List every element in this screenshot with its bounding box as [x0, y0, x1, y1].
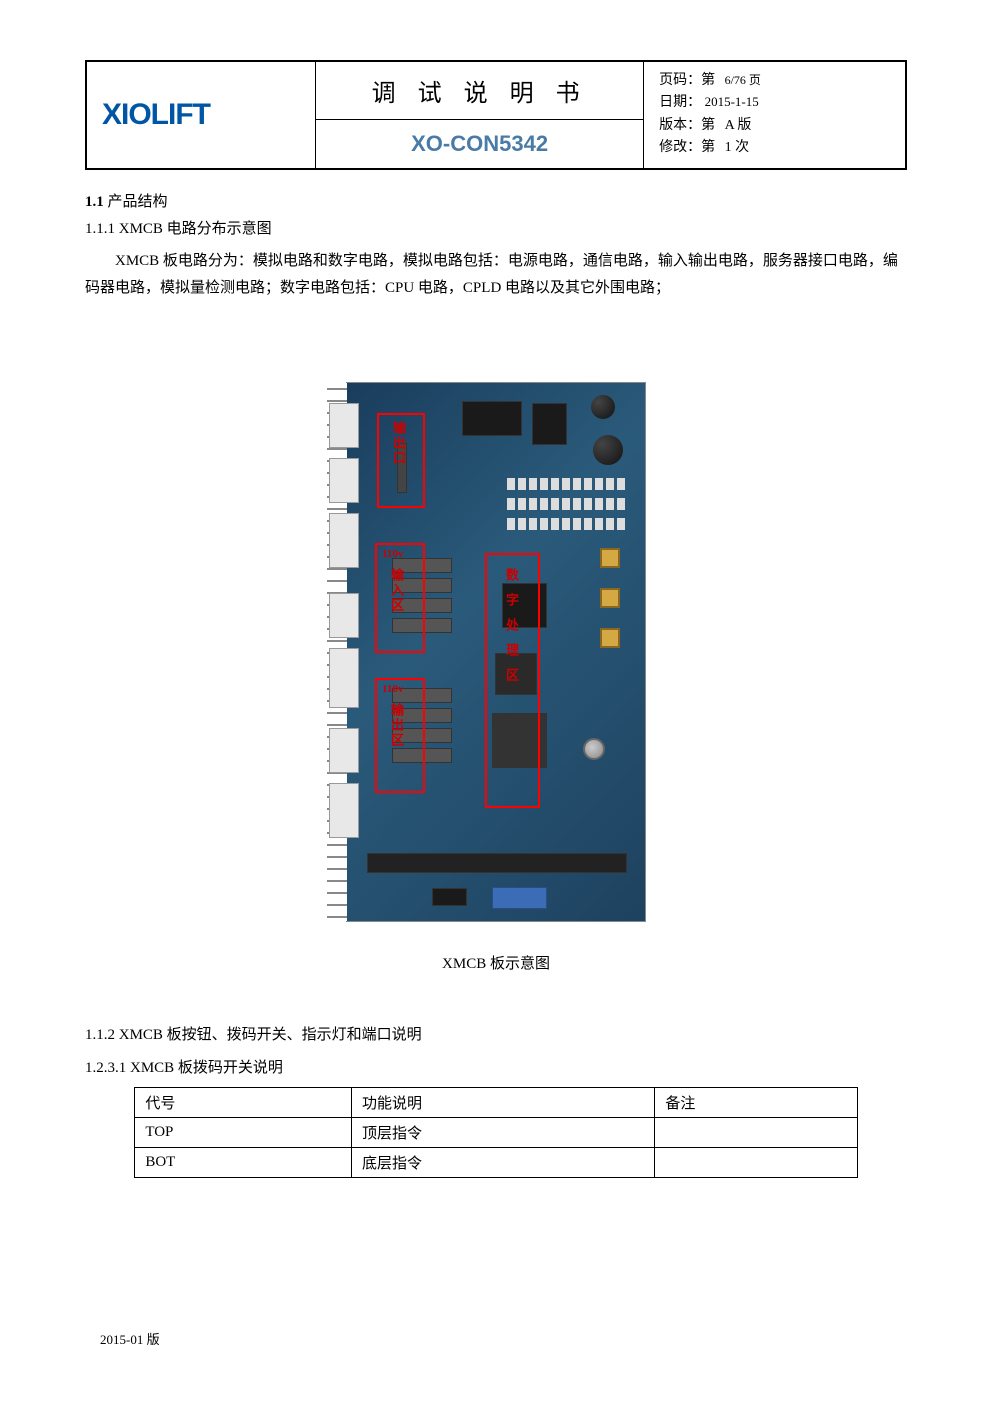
cell-code: TOP	[135, 1117, 352, 1147]
section-1-1: 1.1 产品结构	[85, 190, 907, 211]
body-paragraph: XMCB 板电路分为：模拟电路和数字电路，模拟电路包括：电源电路，通信电路，输入…	[85, 248, 907, 302]
title-sub-cell: XO-CON5342	[316, 119, 644, 168]
pcb-figure: 输出口 110v 输入区 110v 输出区 数字处理区	[85, 382, 907, 922]
label-110v-2: 110v	[382, 683, 403, 695]
table-row: BOT 底层指令	[135, 1147, 857, 1177]
connector-icon	[329, 458, 359, 503]
smd-row-icon	[507, 498, 627, 510]
cell-desc: 顶层指令	[352, 1117, 655, 1147]
section-1-2-3-1: 1.2.3.1 XMCB 板拨码开关说明	[85, 1056, 907, 1077]
date-info: 日期： 2015-1-15	[659, 92, 890, 114]
chip-icon	[532, 403, 567, 445]
capacitor-icon	[593, 435, 623, 465]
page-info: 页码：第 6/76 页	[659, 70, 890, 92]
connector-icon	[329, 593, 359, 638]
button-icon	[600, 588, 620, 608]
cell-note	[655, 1117, 857, 1147]
table-row: TOP 顶层指令	[135, 1117, 857, 1147]
label-output-area: 输出区	[387, 703, 406, 748]
chip-icon	[462, 401, 522, 436]
component-icon	[432, 888, 467, 906]
smd-row-icon	[507, 478, 627, 490]
button-icon	[600, 548, 620, 568]
title-sub: XO-CON5342	[316, 121, 643, 167]
th-code: 代号	[135, 1087, 352, 1117]
info-cell: 页码：第 6/76 页 日期： 2015-1-15 版本：第 A 版 修改：第 …	[644, 61, 906, 169]
header-table: XIOLIFT 调 试 说 明 书 页码：第 6/76 页 日期： 2015-1…	[85, 60, 907, 170]
footer-version: 2015-01 版	[100, 1329, 160, 1348]
connector-icon	[329, 403, 359, 448]
version-info: 版本：第 A 版	[659, 115, 890, 137]
screw-icon	[583, 738, 605, 760]
label-output: 输出口	[389, 421, 408, 466]
rev-info: 修改：第 1 次	[659, 137, 890, 159]
blue-connector-icon	[492, 887, 547, 909]
label-110v-1: 110v	[382, 548, 403, 560]
smd-row-icon	[507, 518, 627, 530]
cell-desc: 底层指令	[352, 1147, 655, 1177]
title-main: 调 试 说 明 书	[316, 63, 643, 118]
th-desc: 功能说明	[352, 1087, 655, 1117]
pcb-board: 输出口 110v 输入区 110v 输出区 数字处理区	[346, 382, 646, 922]
cell-note	[655, 1147, 857, 1177]
logo: XIOLIFT	[102, 98, 210, 131]
connector-icon	[329, 728, 359, 773]
connector-icon	[329, 783, 359, 838]
section-1-1-1: 1.1.1 XMCB 电路分布示意图	[85, 217, 907, 238]
table-header-row: 代号 功能说明 备注	[135, 1087, 857, 1117]
button-icon	[600, 628, 620, 648]
logo-cell: XIOLIFT	[86, 61, 316, 169]
capacitor-icon	[591, 395, 615, 419]
figure-caption: XMCB 板示意图	[85, 952, 907, 973]
connector-icon	[329, 648, 359, 708]
edge-connector-icon	[367, 853, 627, 873]
label-digital: 数字处理区	[502, 568, 521, 693]
section-1-1-2: 1.1.2 XMCB 板按钮、拨码开关、指示灯和端口说明	[85, 1023, 907, 1044]
th-note: 备注	[655, 1087, 857, 1117]
connector-icon	[329, 513, 359, 568]
cell-code: BOT	[135, 1147, 352, 1177]
dip-switch-table: 代号 功能说明 备注 TOP 顶层指令 BOT 底层指令	[134, 1087, 857, 1178]
title-main-cell: 调 试 说 明 书	[316, 61, 644, 119]
label-input-area: 输入区	[387, 568, 406, 613]
